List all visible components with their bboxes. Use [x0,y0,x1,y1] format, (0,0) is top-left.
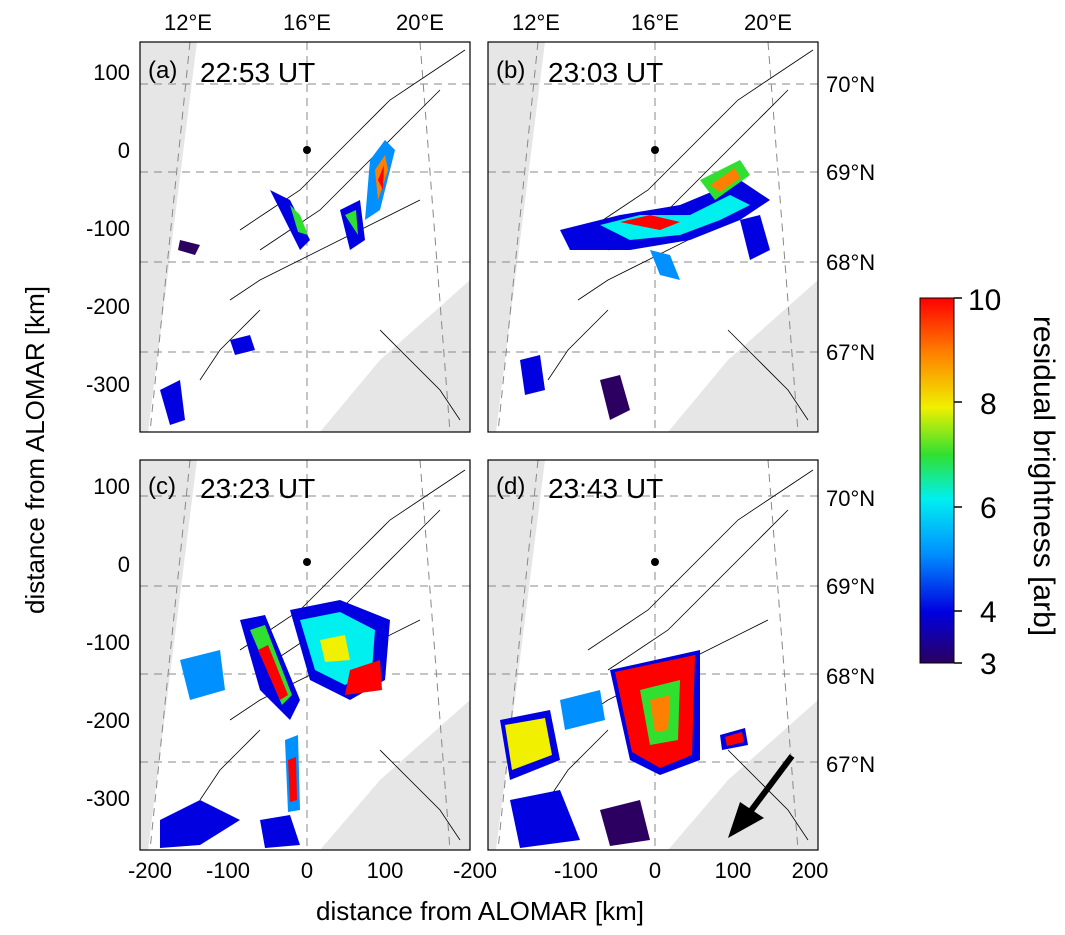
y-ticks-upper: 100 0 -100 -200 -300 [86,60,130,397]
x-tick: -200 [453,858,497,883]
lon-tick: 16°E [283,10,331,35]
lon-tick: 16°E [631,10,679,35]
graticule [140,41,470,433]
graticule [140,459,470,851]
colorbar-tick: 6 [980,492,997,525]
y-ticks-lower: 100 0 -100 -200 -300 [86,474,130,811]
aurora-structures [500,650,748,848]
lat-tick: 68°N [826,250,875,275]
top-longitude-ticks: 12°E 16°E 20°E 12°E 16°E 20°E [164,10,792,35]
coastline [547,469,814,841]
panel-label: (c) [148,473,176,500]
colorbar-tick-marks [954,297,962,664]
direction-arrow [728,754,795,838]
y-tick: 0 [118,552,130,577]
map-mask [140,42,470,432]
panel-d: (d) 23:43 UT [487,459,819,851]
y-tick: -200 [86,294,130,319]
y-tick: 100 [93,474,130,499]
lon-tick: 12°E [164,10,212,35]
y-tick: -300 [86,786,130,811]
lat-tick: 70°N [826,72,875,97]
x-tick: 0 [301,858,313,883]
colorbar-label: residual brightness [arb] [1027,316,1060,636]
panel-time: 23:43 UT [548,473,663,504]
map-mask [488,42,818,432]
x-tick: -200 [128,858,172,883]
panel-a: (a) 22:53 UT [139,41,471,433]
x-ticks-right: -200 -100 0 100 200 [453,858,828,883]
panel-label: (d) [496,473,525,500]
lon-tick: 12°E [512,10,560,35]
lat-tick: 69°N [826,160,875,185]
colorbar-tick: 10 [968,284,1001,317]
y-tick: 100 [93,60,130,85]
panel-c: (c) 23:23 UT [139,459,471,851]
x-tick: 100 [715,858,752,883]
y-tick: -200 [86,708,130,733]
x-ticks-left: -200 -100 0 100 [128,858,403,883]
aurora-structures [520,160,770,420]
lat-tick: 68°N [826,664,875,689]
colorbar: 10 8 6 4 3 residual brightness [arb] [919,284,1060,681]
alomar-marker [651,146,659,154]
y-tick: -100 [86,630,130,655]
x-axis-label: distance from ALOMAR [km] [316,896,644,926]
aurora-structures [160,600,390,848]
panel-label: (a) [148,57,177,84]
lat-tick: 70°N [826,486,875,511]
graticule [488,459,818,851]
panel-b: (b) 23:03 UT [487,41,819,433]
lat-tick: 67°N [826,340,875,365]
panel-time: 22:53 UT [200,57,315,88]
alomar-marker [303,558,311,566]
x-tick: -100 [206,858,250,883]
x-tick: -100 [554,858,598,883]
panel-label: (b) [496,57,525,84]
colorbar-tick: 3 [980,648,997,681]
right-latitude-ticks: 70°N 69°N 68°N 67°N 70°N 69°N 68°N 67°N [826,72,875,777]
map-mask [488,460,818,850]
panel-time: 23:03 UT [548,57,663,88]
lon-tick: 20°E [744,10,792,35]
colorbar-gradient [919,297,955,664]
colorbar-tick: 8 [980,388,997,421]
y-tick: -300 [86,372,130,397]
alomar-marker [651,558,659,566]
lon-tick: 20°E [396,10,444,35]
coastline [199,49,466,421]
lat-tick: 69°N [826,574,875,599]
aurora-structures [160,140,395,425]
alomar-marker [303,146,311,154]
x-tick: 200 [792,858,829,883]
graticule [488,41,818,433]
colorbar-tick: 4 [980,596,997,629]
lat-tick: 67°N [826,752,875,777]
y-tick: 0 [118,138,130,163]
x-tick: 0 [649,858,661,883]
panel-time: 23:23 UT [200,473,315,504]
x-tick: 100 [367,858,404,883]
y-axis-label: distance from ALOMAR [km] [20,286,50,614]
y-tick: -100 [86,216,130,241]
map-mask [140,460,470,850]
